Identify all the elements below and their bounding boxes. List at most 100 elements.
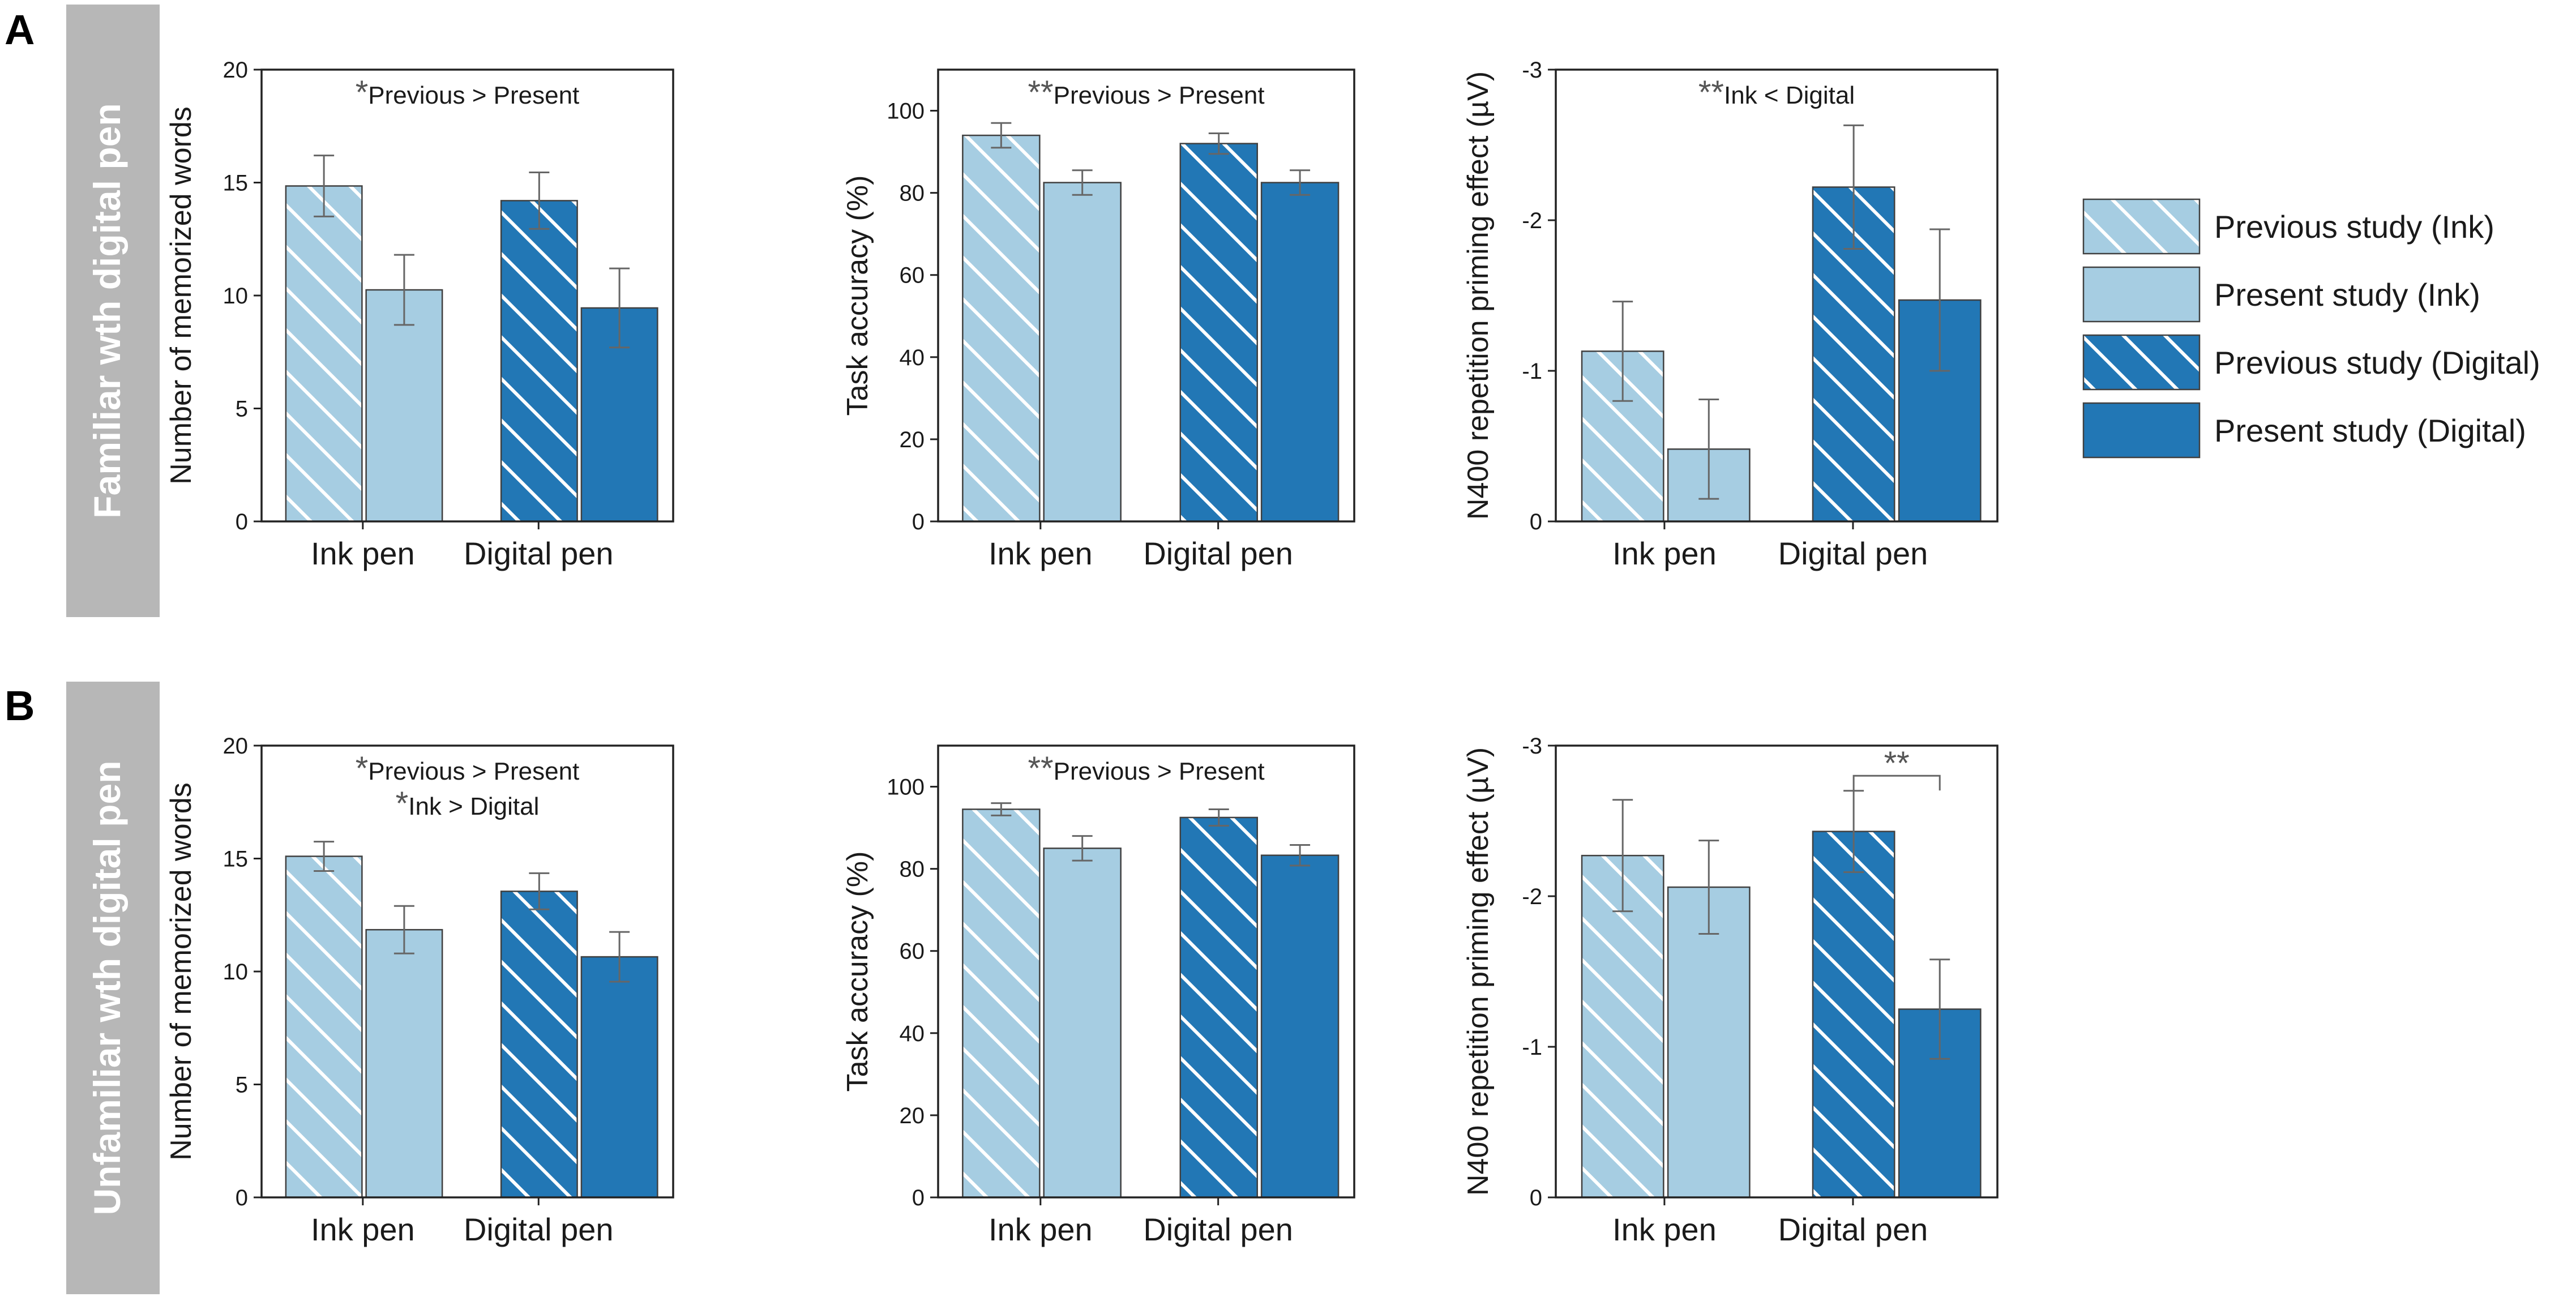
bar-prev-ink: [962, 808, 1041, 1199]
significance-stars: *: [396, 785, 409, 822]
x-category-label: Ink pen: [311, 536, 415, 571]
panel-side-label-a-text: Familiar wth digital pen: [86, 103, 128, 518]
error-bar-pres-ink: [1698, 399, 1719, 500]
y-tick-label: 20: [900, 1103, 925, 1128]
significance-bracket: [1852, 774, 1941, 791]
error-bar-prev-ink: [991, 802, 1012, 816]
legend-item-prev-dig: Previous study (Digital): [2082, 334, 2540, 391]
error-bar-pres-ink: [1072, 835, 1093, 862]
y-tick-label: 15: [223, 847, 249, 872]
y-tick-label: -1: [1522, 1035, 1542, 1060]
legend: Previous study (Ink) Present study (Ink) P…: [2082, 198, 2540, 459]
x-category-label: Digital pen: [1778, 536, 1928, 571]
bar-prev-ink: [285, 855, 363, 1199]
y-tick-label: 5: [236, 1073, 248, 1098]
legend-item-pres-ink: Present study (Ink): [2082, 266, 2480, 323]
error-bar-pres-dig: [1929, 228, 1950, 372]
legend-swatch-prev-ink: [2082, 198, 2201, 255]
y-tick-label: 80: [900, 857, 925, 882]
x-category-label: Digital pen: [1143, 536, 1293, 571]
error-bar-prev-dig: [1843, 124, 1864, 250]
significance-annotation: **Previous > Present: [1028, 750, 1264, 787]
y-tick-label: 80: [900, 181, 925, 206]
y-tick-label: -2: [1522, 884, 1542, 909]
x-category-label: Digital pen: [1778, 1212, 1928, 1247]
legend-label: Present study (Ink): [2214, 277, 2480, 313]
chart-a-memorized-words: 0 5 10 15 20 Ink pen Digital pen Number of memo…: [165, 58, 674, 571]
bar-prev-dig: [500, 200, 578, 523]
bracket-stars: **: [1884, 745, 1910, 782]
y-tick-label: 40: [900, 1021, 925, 1046]
significance-stars: **: [1028, 750, 1053, 787]
bar-prev-ink: [285, 185, 363, 523]
chart-b-task-accuracy: 0 20 40 60 80 100 Ink pen Digital pen Task accur…: [841, 744, 1355, 1247]
bar-pres-ink: [365, 928, 443, 1199]
y-tick-label: -3: [1522, 58, 1542, 83]
y-tick-label: 20: [223, 734, 249, 759]
panel-side-label-b-text: Unfamiliar wth digital pen: [86, 760, 128, 1215]
chart-b-memorized-words: 0 5 10 15 20 Ink pen Digital pen Number of memo…: [165, 734, 674, 1247]
y-axis-label: Number of memorized words: [165, 106, 198, 485]
y-tick-label: 100: [887, 99, 925, 124]
y-tick-label: 10: [223, 960, 249, 985]
legend-label: Previous study (Digital): [2214, 345, 2540, 380]
panel-side-label-a: Familiar wth digital pen: [66, 5, 160, 617]
significance-text: Ink < Digital: [1724, 82, 1855, 109]
significance-annotation: **Previous > Present: [1028, 74, 1264, 111]
y-tick-label: 60: [900, 939, 925, 964]
significance-text: Previous > Present: [368, 758, 579, 785]
error-bar-pres-dig: [1290, 844, 1311, 867]
significance-text: Ink > Digital: [408, 793, 539, 820]
significance-text: Previous > Present: [1054, 82, 1265, 109]
error-bar-prev-dig: [1208, 132, 1229, 155]
error-bar-prev-dig: [1843, 790, 1864, 873]
significance-annotation: *Previous > Present: [356, 750, 580, 787]
y-axis-label: Task accuracy (%): [841, 176, 874, 416]
error-bar-pres-dig: [609, 931, 630, 983]
significance-annotation: *Previous > Present: [356, 74, 580, 111]
error-bar-pres-dig: [1290, 169, 1311, 196]
chart-a-n400-effect: 0 -1 -2 -3 Ink pen Digital pen N400 repetition…: [1462, 58, 1999, 571]
error-bar-prev-dig: [1208, 808, 1229, 827]
x-category-label: Ink pen: [989, 1212, 1093, 1247]
y-tick-label: 0: [1530, 1186, 1542, 1210]
bar-pres-dig: [1260, 182, 1340, 523]
bar-pres-ink: [1043, 182, 1122, 523]
plot-frame: [937, 744, 1355, 1199]
error-bar-pres-dig: [1929, 958, 1950, 1060]
legend-item-pres-dig: Present study (Digital): [2082, 402, 2526, 459]
x-category-label: Ink pen: [1612, 1212, 1717, 1247]
x-category-label: Digital pen: [1143, 1212, 1293, 1247]
plot-frame: [1555, 69, 1999, 523]
error-bar-pres-ink: [393, 254, 414, 326]
y-tick-label: 15: [223, 171, 249, 196]
x-category-label: Ink pen: [1612, 536, 1717, 571]
y-tick-label: 100: [887, 775, 925, 800]
significance-annotation: **Ink < Digital: [1698, 74, 1855, 111]
bar-prev-dig: [1179, 816, 1258, 1199]
bar-pres-ink: [1043, 848, 1122, 1199]
error-bar-pres-dig: [609, 267, 630, 349]
bar-prev-dig: [1812, 831, 1895, 1199]
chart-a-task-accuracy: 0 20 40 60 80 100 Ink pen Digital pen Task accur…: [841, 69, 1355, 571]
bar-pres-ink: [365, 289, 443, 523]
y-tick-label: 20: [223, 58, 249, 83]
bar-prev-ink: [962, 134, 1041, 523]
legend-label: Present study (Digital): [2214, 413, 2526, 448]
legend-label: Previous study (Ink): [2214, 209, 2494, 245]
y-tick-label: 20: [900, 427, 925, 452]
bracket-line: [1852, 774, 1941, 791]
x-category-label: Digital pen: [464, 1212, 614, 1247]
bar-prev-dig: [1179, 143, 1258, 523]
y-tick-label: 0: [912, 1186, 925, 1210]
y-tick-label: 5: [236, 397, 248, 422]
legend-item-prev-ink: Previous study (Ink): [2082, 198, 2494, 255]
y-axis-label: N400 repetition priming effect (µV): [1462, 71, 1495, 520]
x-category-label: Ink pen: [989, 536, 1093, 571]
panel-letter-b: B: [5, 682, 35, 729]
x-category-label: Digital pen: [464, 536, 614, 571]
error-bar-prev-ink: [991, 122, 1012, 149]
y-axis-label: Task accuracy (%): [841, 851, 874, 1092]
